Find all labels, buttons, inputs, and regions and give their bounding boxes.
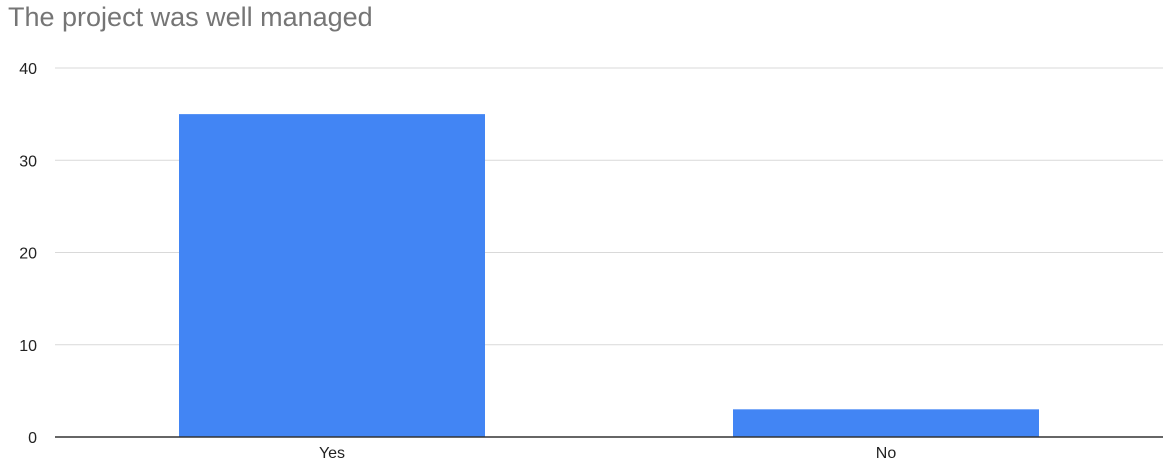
- y-tick-label: 0: [28, 430, 37, 447]
- y-tick-label: 20: [19, 246, 37, 263]
- bars: [179, 114, 1039, 437]
- bar-no: [733, 409, 1039, 437]
- chart-title: The project was well managed: [8, 2, 373, 32]
- y-tick-label: 40: [19, 61, 37, 78]
- x-axis-tick-labels: Yes No: [319, 445, 896, 462]
- x-tick-label: No: [876, 445, 897, 462]
- y-axis-tick-labels: 0 10 20 30 40: [19, 61, 37, 447]
- y-tick-label: 30: [19, 153, 37, 170]
- x-tick-label: Yes: [319, 445, 345, 462]
- bar-yes: [179, 114, 485, 437]
- y-tick-label: 10: [19, 338, 37, 355]
